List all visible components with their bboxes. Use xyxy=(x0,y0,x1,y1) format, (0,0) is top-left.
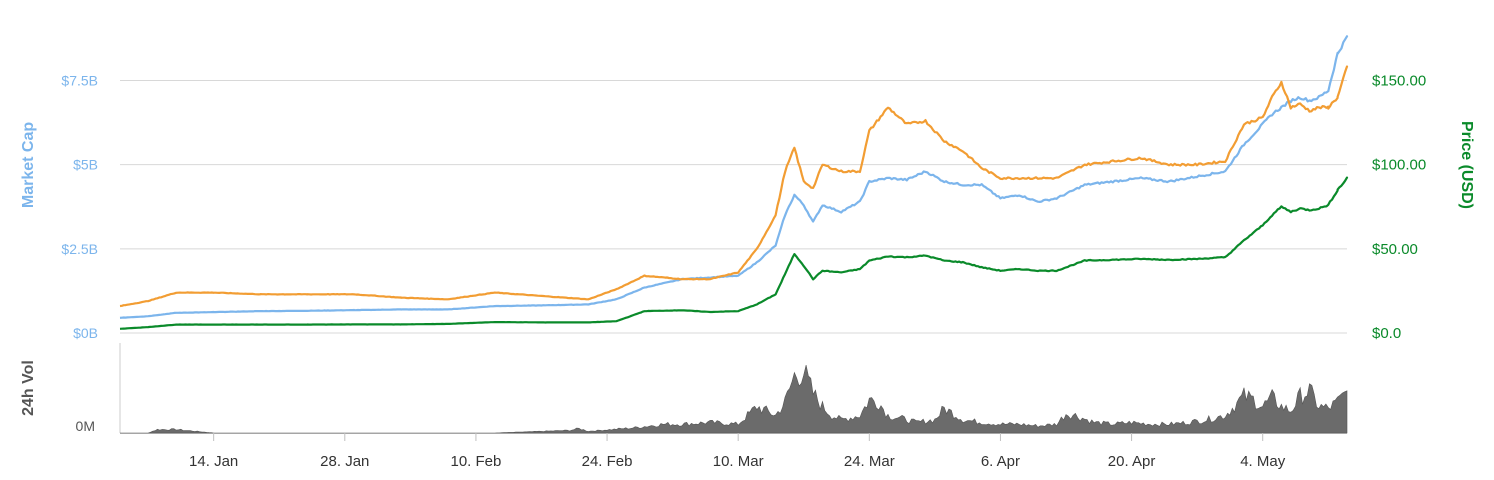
grid-lines xyxy=(119,80,1347,434)
left-tick-label: $5B xyxy=(73,157,98,173)
x-tick-label: 28. Jan xyxy=(320,453,369,470)
x-tick-label: 24. Feb xyxy=(582,453,633,470)
x-tick-label: 6. Apr xyxy=(981,453,1020,470)
right-axis-ticks: $0.0 $50.00 $100.00 $150.00 xyxy=(1372,73,1426,343)
right-tick-label: $0.0 xyxy=(1372,325,1401,342)
secondary-line xyxy=(119,65,1349,308)
x-tick-label: 24. Mar xyxy=(844,453,895,470)
right-tick-label: $50.00 xyxy=(1372,241,1418,258)
right-axis-title: Price (USD) xyxy=(1458,121,1475,209)
volume-area xyxy=(120,365,1348,434)
left-tick-label: $0B xyxy=(73,325,98,341)
volume-axis-title: 24h Vol xyxy=(20,360,37,416)
x-tick-label: 14. Jan xyxy=(189,453,238,470)
right-tick-label: $150.00 xyxy=(1372,73,1426,90)
x-tick-label: 20. Apr xyxy=(1108,453,1156,470)
left-tick-label: $2.5B xyxy=(61,241,98,257)
right-tick-label: $100.00 xyxy=(1372,157,1426,174)
plot-area xyxy=(119,35,1349,434)
x-axis-ticks: 14. Jan 28. Jan 10. Feb 24. Feb 10. Mar 24. M… xyxy=(189,433,1286,470)
price-line xyxy=(119,176,1349,330)
left-axis-ticks: $0B $2.5B $5B $7.5B xyxy=(61,73,98,342)
market-cap-line xyxy=(119,35,1349,319)
volume-tick-label: 0M xyxy=(76,418,95,434)
x-tick-label: 10. Mar xyxy=(713,453,764,470)
x-tick-label: 4. May xyxy=(1240,453,1286,470)
left-axis-title: Market Cap xyxy=(20,122,37,208)
left-tick-label: $7.5B xyxy=(61,73,98,89)
x-tick-label: 10. Feb xyxy=(450,453,501,470)
